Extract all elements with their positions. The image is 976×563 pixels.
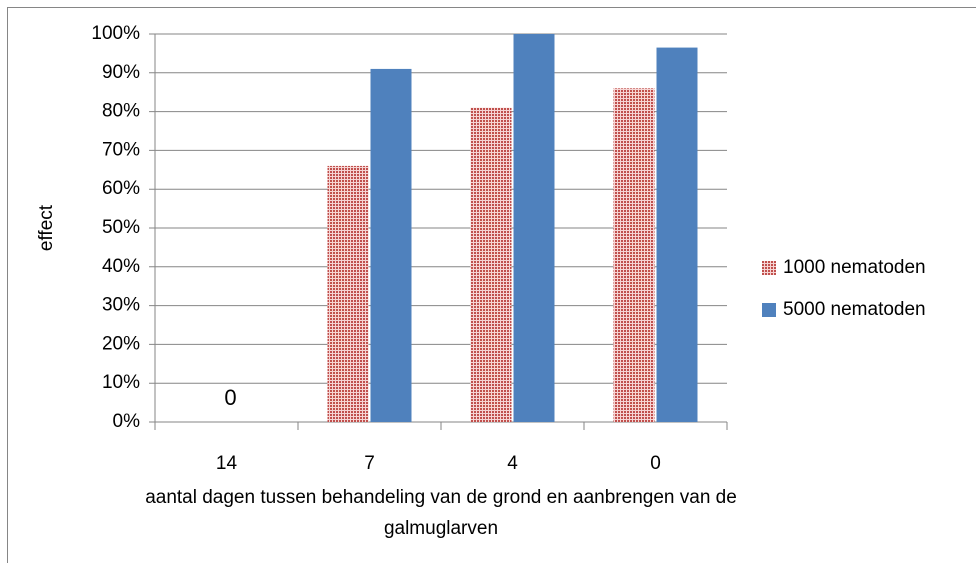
y-tick-label: 100% <box>91 23 140 44</box>
y-tick-label: 20% <box>102 333 140 354</box>
y-tick-label: 60% <box>102 178 140 199</box>
x-tick-label: 0 <box>650 453 661 474</box>
annotation: 0 <box>224 385 236 410</box>
y-tick-label: 10% <box>102 372 140 393</box>
frame <box>7 7 976 563</box>
bar <box>656 47 698 423</box>
x-tick-label: 7 <box>364 453 375 474</box>
y-tick-label: 80% <box>102 101 140 122</box>
x-axis-label: galmuglarven <box>384 518 498 539</box>
y-tick-label: 30% <box>102 295 140 316</box>
bar <box>513 34 555 422</box>
legend-label: 5000 nematoden <box>783 299 926 320</box>
legend-label: 1000 nematoden <box>783 257 926 278</box>
y-tick-label: 0% <box>113 411 141 432</box>
legend-swatch <box>762 261 776 275</box>
x-tick-label: 14 <box>216 453 238 474</box>
bar <box>327 165 369 423</box>
x-tick-label: 4 <box>507 453 518 474</box>
bar <box>613 88 655 422</box>
bar <box>470 107 512 422</box>
y-tick-label: 70% <box>102 139 140 160</box>
y-tick-label: 40% <box>102 256 140 277</box>
y-axis-label: effect <box>36 204 57 251</box>
bar <box>370 68 412 423</box>
legend-swatch <box>762 303 776 317</box>
y-tick-label: 50% <box>102 217 140 238</box>
x-axis-label: aantal dagen tussen behandeling van de g… <box>145 487 737 508</box>
y-tick-label: 90% <box>102 62 140 83</box>
